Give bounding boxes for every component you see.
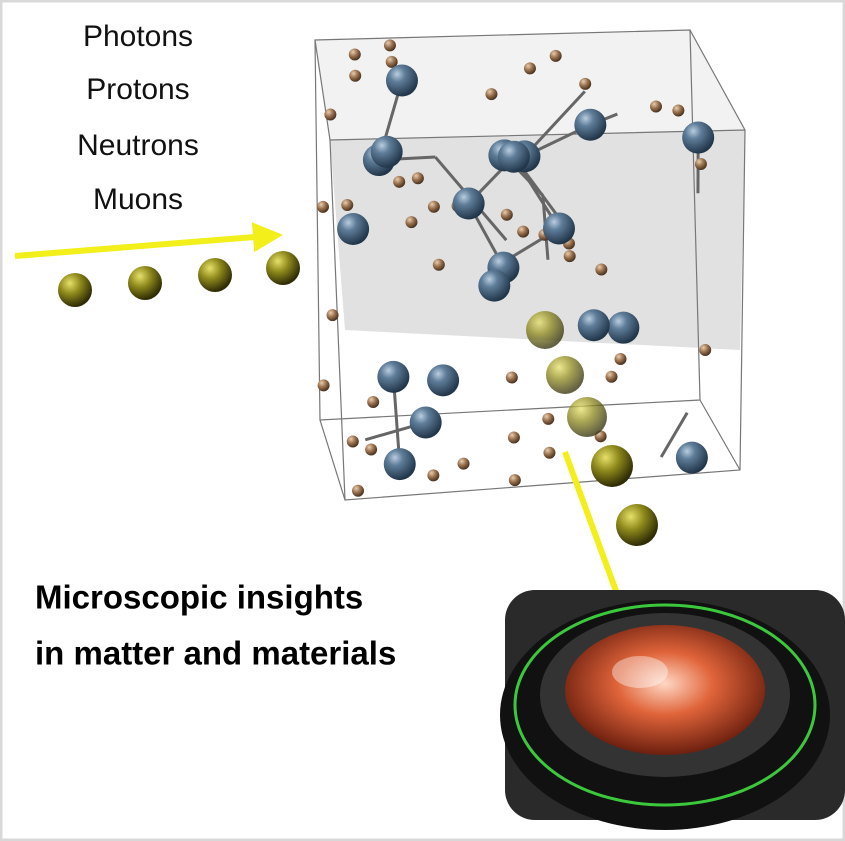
large-atom <box>377 360 410 393</box>
small-atom <box>523 62 536 75</box>
top-face <box>315 30 745 140</box>
small-atom <box>341 199 354 212</box>
large-atom <box>385 64 418 97</box>
bond <box>659 412 689 458</box>
particle-sphere <box>58 273 92 307</box>
small-atom <box>508 474 521 487</box>
small-atom <box>500 208 513 221</box>
small-atom <box>694 158 707 171</box>
lens-reflection <box>612 656 668 688</box>
particle-sphere <box>567 397 607 437</box>
particle-label: Protons <box>86 73 189 106</box>
particle-sphere <box>616 504 658 546</box>
small-atom <box>427 200 440 213</box>
small-atom <box>393 175 406 188</box>
lens-ring <box>513 603 817 807</box>
small-atom <box>595 263 608 276</box>
large-atom <box>542 212 575 245</box>
small-atom <box>348 48 361 61</box>
particle-label: Photons <box>83 20 193 53</box>
incoming-arrow <box>14 222 283 259</box>
small-atom <box>542 412 555 425</box>
small-atom <box>457 457 470 470</box>
particle-sphere <box>266 251 300 285</box>
small-atom <box>349 69 362 82</box>
particle-label: Neutrons <box>77 129 199 162</box>
small-atom <box>699 344 712 357</box>
small-atom <box>352 484 365 497</box>
large-atom <box>383 448 416 481</box>
caption-line: Microscopic insights <box>35 579 363 616</box>
small-atom <box>324 108 337 121</box>
large-atom <box>675 441 708 474</box>
small-atom <box>367 395 380 408</box>
small-atom <box>649 100 662 113</box>
large-atom <box>497 140 530 173</box>
large-atom <box>370 135 403 168</box>
small-atom <box>385 55 398 68</box>
small-atom <box>432 258 445 271</box>
particle-sphere <box>128 266 162 300</box>
small-atom <box>563 250 576 263</box>
small-atom <box>672 104 685 117</box>
caption-line: in matter and materials <box>35 635 396 672</box>
particle-sphere <box>526 311 564 349</box>
large-atom <box>337 213 370 246</box>
small-atom <box>507 431 520 444</box>
small-atom <box>543 446 556 459</box>
small-atom <box>346 435 359 448</box>
small-atom <box>579 77 592 90</box>
particle-sphere <box>198 258 232 292</box>
small-atom <box>317 379 330 392</box>
large-atom <box>577 309 610 342</box>
small-atom <box>365 443 378 456</box>
small-atom <box>549 49 562 62</box>
crystal-lattice <box>314 29 746 501</box>
small-atom <box>427 469 440 482</box>
small-atom <box>605 370 618 383</box>
cube-edges <box>314 29 746 501</box>
large-atom <box>427 364 460 397</box>
large-atom <box>452 187 485 220</box>
small-atom <box>485 88 498 101</box>
large-atom <box>409 406 442 439</box>
large-atom <box>682 121 715 154</box>
small-atom <box>326 309 339 322</box>
particle-label: Muons <box>93 183 183 216</box>
large-atom <box>607 311 640 344</box>
small-atom <box>383 39 396 52</box>
particle-sphere <box>591 445 633 487</box>
camera-lens <box>500 590 845 830</box>
large-atom <box>574 108 607 141</box>
small-atom <box>405 216 418 229</box>
large-atom <box>478 269 511 302</box>
small-atom <box>505 371 518 384</box>
small-atom <box>517 225 530 238</box>
small-atom <box>614 352 627 365</box>
small-atom <box>316 200 329 213</box>
small-atom <box>411 172 424 185</box>
particle-sphere <box>546 356 584 394</box>
lens-glass <box>565 625 765 755</box>
